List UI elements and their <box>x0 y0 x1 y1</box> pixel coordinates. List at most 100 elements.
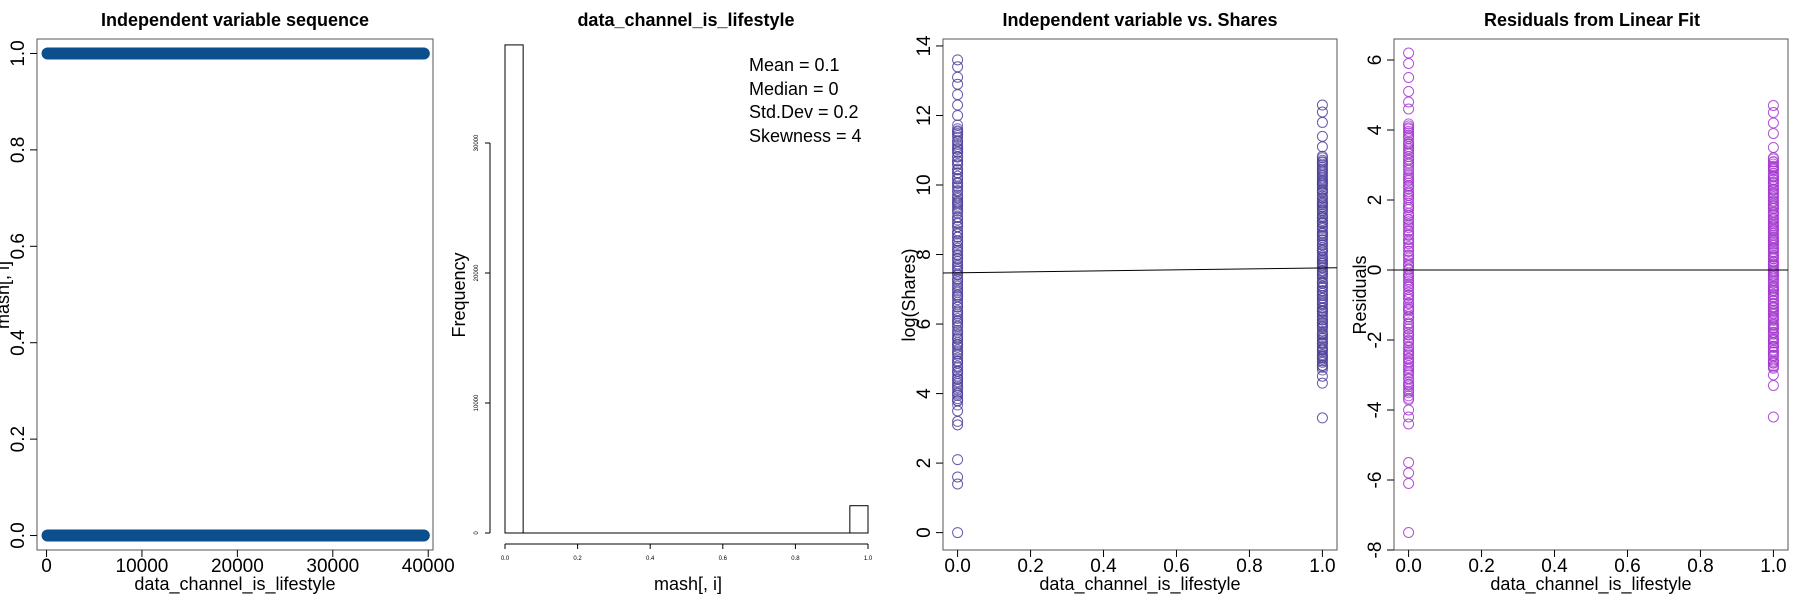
shares-y-axis: 0 2 4 6 8 10 12 14 <box>914 35 943 538</box>
data-point <box>1403 467 1415 479</box>
data-point <box>952 248 964 260</box>
data-point <box>1767 117 1779 129</box>
data-point <box>1403 168 1415 180</box>
data-point <box>1403 527 1415 538</box>
data-point <box>1316 99 1328 111</box>
data-point <box>1767 212 1779 224</box>
sequence-x-axis: 0 10000 20000 30000 40000 <box>41 550 455 577</box>
data-point <box>1403 334 1415 346</box>
y-tick-label: 10 <box>914 174 935 195</box>
y-tick-label: 8 <box>914 249 935 260</box>
data-point <box>1316 116 1328 128</box>
data-point <box>1767 246 1779 258</box>
data-point <box>1403 118 1415 130</box>
data-point <box>952 405 964 417</box>
histogram-bars <box>504 44 869 534</box>
stat-median: Median = 0 <box>749 79 839 99</box>
data-point <box>1403 317 1415 329</box>
data-point <box>1403 301 1415 313</box>
data-point <box>1316 250 1328 262</box>
x-tick-label: 0.2 <box>1017 556 1043 577</box>
data-point <box>1403 153 1415 165</box>
y-tick-label: 0.8 <box>8 137 29 163</box>
histogram-bar <box>849 505 869 534</box>
shares-plot-frame <box>942 38 1338 551</box>
data-point <box>1403 418 1415 430</box>
data-point <box>1403 352 1415 364</box>
data-point <box>1767 340 1779 352</box>
data-point <box>1403 96 1415 108</box>
data-point <box>1316 150 1328 162</box>
x-tick-label: 0.0 <box>501 556 510 562</box>
residuals-plot-frame <box>1393 38 1789 551</box>
residuals-y-axis: -8 -6 -4 -2 0 2 4 6 <box>1365 55 1394 558</box>
data-point <box>952 273 964 285</box>
x-tick-label: 0.4 <box>646 556 655 562</box>
y-tick-label: 4 <box>1365 124 1386 135</box>
y-tick-label: 0 <box>914 527 935 538</box>
data-point <box>952 360 964 372</box>
x-tick-label: 0.6 <box>719 556 728 562</box>
data-point <box>1403 292 1415 304</box>
data-point <box>1403 411 1415 423</box>
x-tick-label: 0.0 <box>1395 556 1421 577</box>
y-tick-label: 0.0 <box>8 522 29 548</box>
data-point <box>1316 341 1328 353</box>
data-point <box>1767 369 1779 381</box>
data-point <box>952 170 964 182</box>
data-point <box>1403 249 1415 261</box>
data-point <box>1316 130 1328 142</box>
stat-mean: Mean = 0.1 <box>749 55 840 75</box>
residuals-y-label: Residuals <box>1350 255 1370 334</box>
data-point <box>1767 297 1779 309</box>
data-point <box>1316 280 1328 292</box>
data-point <box>1767 142 1779 153</box>
data-point <box>952 419 964 431</box>
data-point <box>1403 390 1415 402</box>
sequence-y-label: mash[, i] <box>0 261 13 329</box>
data-point <box>952 352 964 364</box>
data-point <box>1767 349 1779 361</box>
data-point <box>952 139 964 151</box>
data-point <box>952 109 964 121</box>
data-point <box>1316 195 1328 207</box>
data-point <box>952 454 964 466</box>
data-point <box>1316 364 1328 376</box>
x-tick-label: 30000 <box>306 556 359 577</box>
sequence-y-axis: 0.0 0.2 0.4 0.6 0.8 1.0 <box>8 40 37 549</box>
data-point <box>1403 72 1415 83</box>
data-point <box>1403 340 1415 352</box>
data-point <box>1403 218 1415 230</box>
data-point <box>1403 309 1415 321</box>
y-tick-label: -6 <box>1365 472 1386 489</box>
fit-line <box>942 267 1338 274</box>
panel-histogram: data_channel_is_lifestyle 0.0 0.2 0.4 0.6 0.… <box>449 10 873 594</box>
shares-title: Independent variable vs. Shares <box>1002 10 1277 30</box>
data-point <box>952 54 964 66</box>
shares-x-label: data_channel_is_lifestyle <box>1039 574 1240 595</box>
data-point <box>1403 58 1415 69</box>
data-point-band <box>41 47 430 60</box>
data-point <box>1403 404 1415 416</box>
data-point <box>952 89 964 101</box>
data-point <box>1767 331 1779 343</box>
data-point <box>952 158 964 170</box>
stat-skewness: Skewness = 4 <box>749 126 862 146</box>
x-tick-label: 0 <box>41 556 52 577</box>
y-tick-label: -2 <box>1365 332 1386 349</box>
residuals-title: Residuals from Linear Fit <box>1484 10 1700 30</box>
y-tick-label: 0 <box>474 531 480 535</box>
data-point <box>1403 329 1415 341</box>
residuals-points <box>1394 47 1788 538</box>
data-point <box>1403 372 1415 384</box>
data-point <box>1403 478 1415 489</box>
x-tick-label: 1.0 <box>1309 556 1335 577</box>
data-point <box>1316 265 1328 277</box>
data-point <box>1316 285 1328 297</box>
y-tick-label: 10000 <box>474 394 480 411</box>
sequence-points <box>41 47 430 542</box>
data-point <box>1316 190 1328 202</box>
data-point <box>1403 331 1415 343</box>
y-tick-label: 0.4 <box>8 329 29 356</box>
y-tick-label: 30000 <box>474 134 480 151</box>
